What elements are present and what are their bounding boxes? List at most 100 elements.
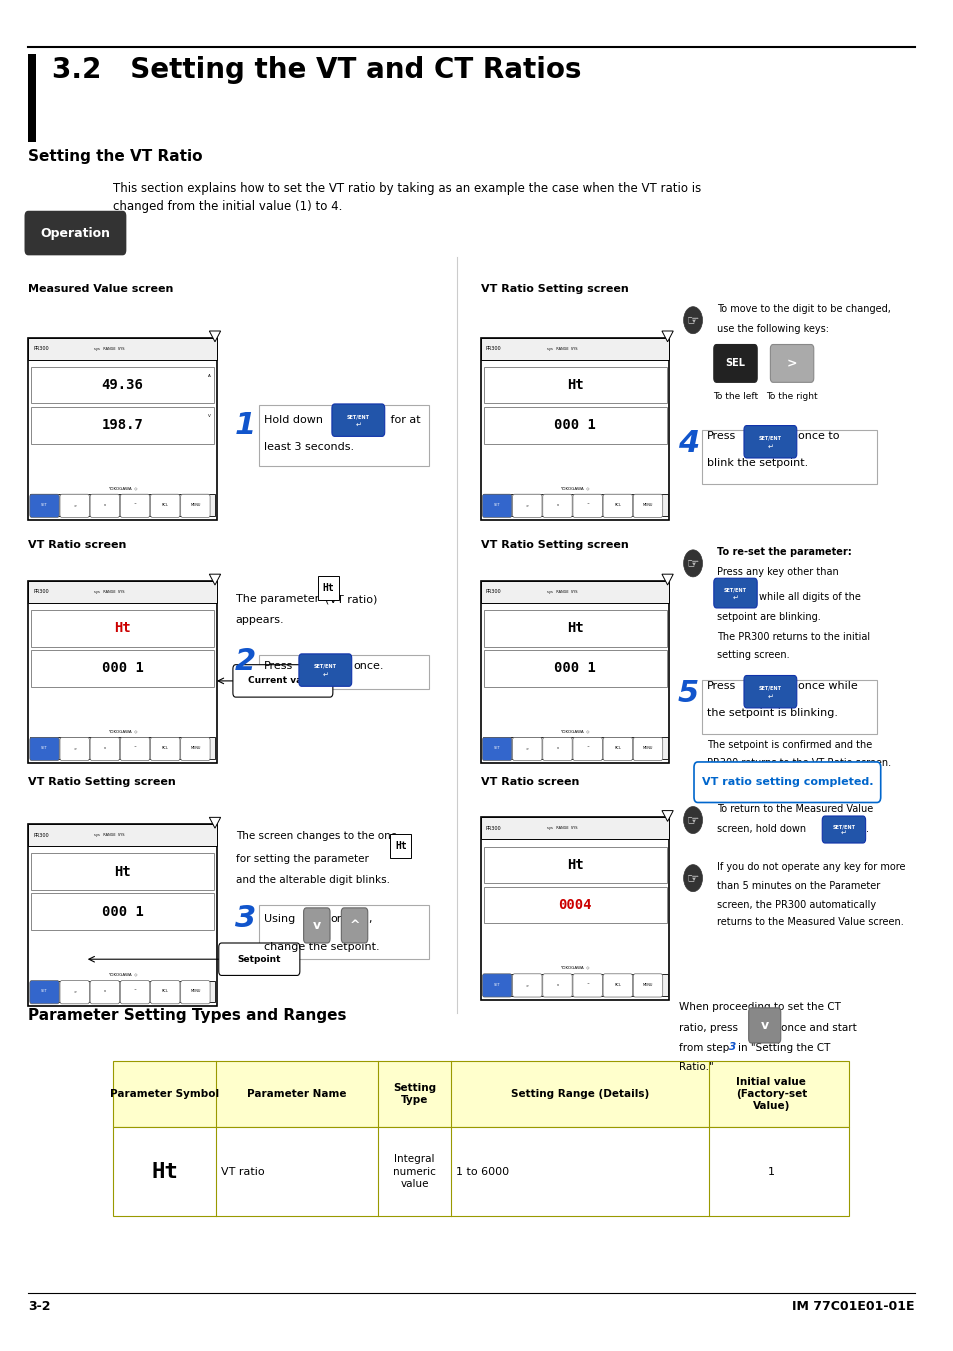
FancyBboxPatch shape [713,578,757,608]
Polygon shape [661,574,673,585]
FancyBboxPatch shape [602,494,632,517]
Polygon shape [661,811,673,821]
Text: MENU: MENU [190,989,200,993]
Text: sys   RANGE  SYS: sys RANGE SYS [94,347,125,351]
FancyBboxPatch shape [633,738,662,761]
Text: If you do not operate any key for more: If you do not operate any key for more [716,862,904,871]
FancyBboxPatch shape [542,738,572,761]
FancyBboxPatch shape [151,494,180,517]
Text: Setting
Type: Setting Type [393,1082,436,1105]
FancyBboxPatch shape [29,338,216,520]
FancyBboxPatch shape [90,981,119,1004]
Text: Press: Press [706,431,736,442]
Text: (VT ratio): (VT ratio) [325,594,377,604]
Circle shape [683,307,701,334]
Text: MENU: MENU [642,503,653,507]
Text: 000 1: 000 1 [554,419,596,432]
Text: v: v [556,982,558,986]
Text: >: > [73,989,76,993]
Text: 000 1: 000 1 [102,905,143,919]
FancyBboxPatch shape [482,738,667,759]
Text: ^: ^ [133,503,136,507]
FancyBboxPatch shape [390,834,411,858]
Text: Press any key other than: Press any key other than [716,567,838,577]
Text: once.: once. [354,661,384,671]
Text: for at: for at [386,415,419,424]
Text: Ht: Ht [322,582,334,593]
Text: while all digits of the: while all digits of the [759,592,860,601]
FancyBboxPatch shape [60,494,90,517]
Text: ☞: ☞ [686,813,699,827]
Text: ↵: ↵ [732,594,738,600]
Text: 2: 2 [234,647,255,677]
Text: v: v [104,503,106,507]
Text: RCL: RCL [614,746,620,750]
Text: PR300: PR300 [33,346,49,351]
FancyBboxPatch shape [31,407,213,443]
Text: YOKOGAWA  ◇: YOKOGAWA ◇ [560,486,589,490]
FancyBboxPatch shape [317,576,338,600]
Text: YOKOGAWA  ◇: YOKOGAWA ◇ [560,730,589,734]
Text: Parameter Name: Parameter Name [247,1089,346,1098]
Text: than 5 minutes on the Parameter: than 5 minutes on the Parameter [716,881,879,890]
FancyBboxPatch shape [483,367,666,404]
FancyBboxPatch shape [259,405,429,466]
Text: ,: , [367,913,371,924]
Polygon shape [209,331,220,342]
Text: A: A [208,374,211,378]
Text: The screen changes to the one: The screen changes to the one [235,831,396,840]
Text: for setting the parameter: for setting the parameter [235,854,368,863]
Text: RCL: RCL [614,503,620,507]
FancyBboxPatch shape [512,738,541,761]
Text: and the alterable digit blinks.: and the alterable digit blinks. [235,875,390,885]
Circle shape [683,865,701,892]
FancyBboxPatch shape [483,847,666,884]
Text: Ht: Ht [566,858,583,871]
Text: Setpoint: Setpoint [237,955,281,963]
FancyBboxPatch shape [29,581,216,763]
Text: PR300: PR300 [485,825,500,831]
FancyBboxPatch shape [120,738,150,761]
FancyBboxPatch shape [821,816,864,843]
FancyBboxPatch shape [120,494,150,517]
FancyBboxPatch shape [90,738,119,761]
Text: VT ratio: VT ratio [220,1167,264,1177]
Text: VT Ratio screen: VT Ratio screen [29,540,127,550]
Text: Initial value
(Factory-set
Value): Initial value (Factory-set Value) [735,1077,806,1112]
Text: >: > [73,503,76,507]
Text: YOKOGAWA  ◇: YOKOGAWA ◇ [560,966,589,970]
Text: 4: 4 [677,428,699,458]
Text: screen, hold down: screen, hold down [716,824,805,834]
Text: PR300: PR300 [485,346,500,351]
Text: Setting Range (Details): Setting Range (Details) [511,1089,649,1098]
FancyBboxPatch shape [573,974,601,997]
FancyBboxPatch shape [573,738,601,761]
Text: The setpoint is confirmed and the: The setpoint is confirmed and the [706,740,872,750]
FancyBboxPatch shape [480,338,669,520]
Text: once and start: once and start [780,1023,856,1032]
Text: SET/ENT: SET/ENT [758,685,781,690]
Text: v: v [313,919,320,932]
Text: ^: ^ [585,503,588,507]
FancyBboxPatch shape [480,581,669,763]
Text: SET: SET [41,746,48,750]
FancyBboxPatch shape [482,974,512,997]
FancyBboxPatch shape [482,738,512,761]
Text: ratio, press: ratio, press [679,1023,738,1032]
FancyBboxPatch shape [31,650,213,686]
Text: To the right: To the right [765,392,817,401]
Text: SET/ENT: SET/ENT [314,663,336,669]
Text: RCL: RCL [162,746,169,750]
Text: >: > [525,982,528,986]
FancyBboxPatch shape [29,338,216,359]
FancyBboxPatch shape [218,943,299,975]
Text: The parameter: The parameter [235,594,318,604]
Text: or: or [330,913,341,924]
Text: 1 to 6000: 1 to 6000 [456,1167,509,1177]
Text: from step: from step [679,1043,728,1052]
Text: once while: once while [797,681,857,692]
Polygon shape [661,331,673,342]
FancyBboxPatch shape [480,817,669,839]
FancyBboxPatch shape [30,981,214,1002]
Text: v: v [556,746,558,750]
